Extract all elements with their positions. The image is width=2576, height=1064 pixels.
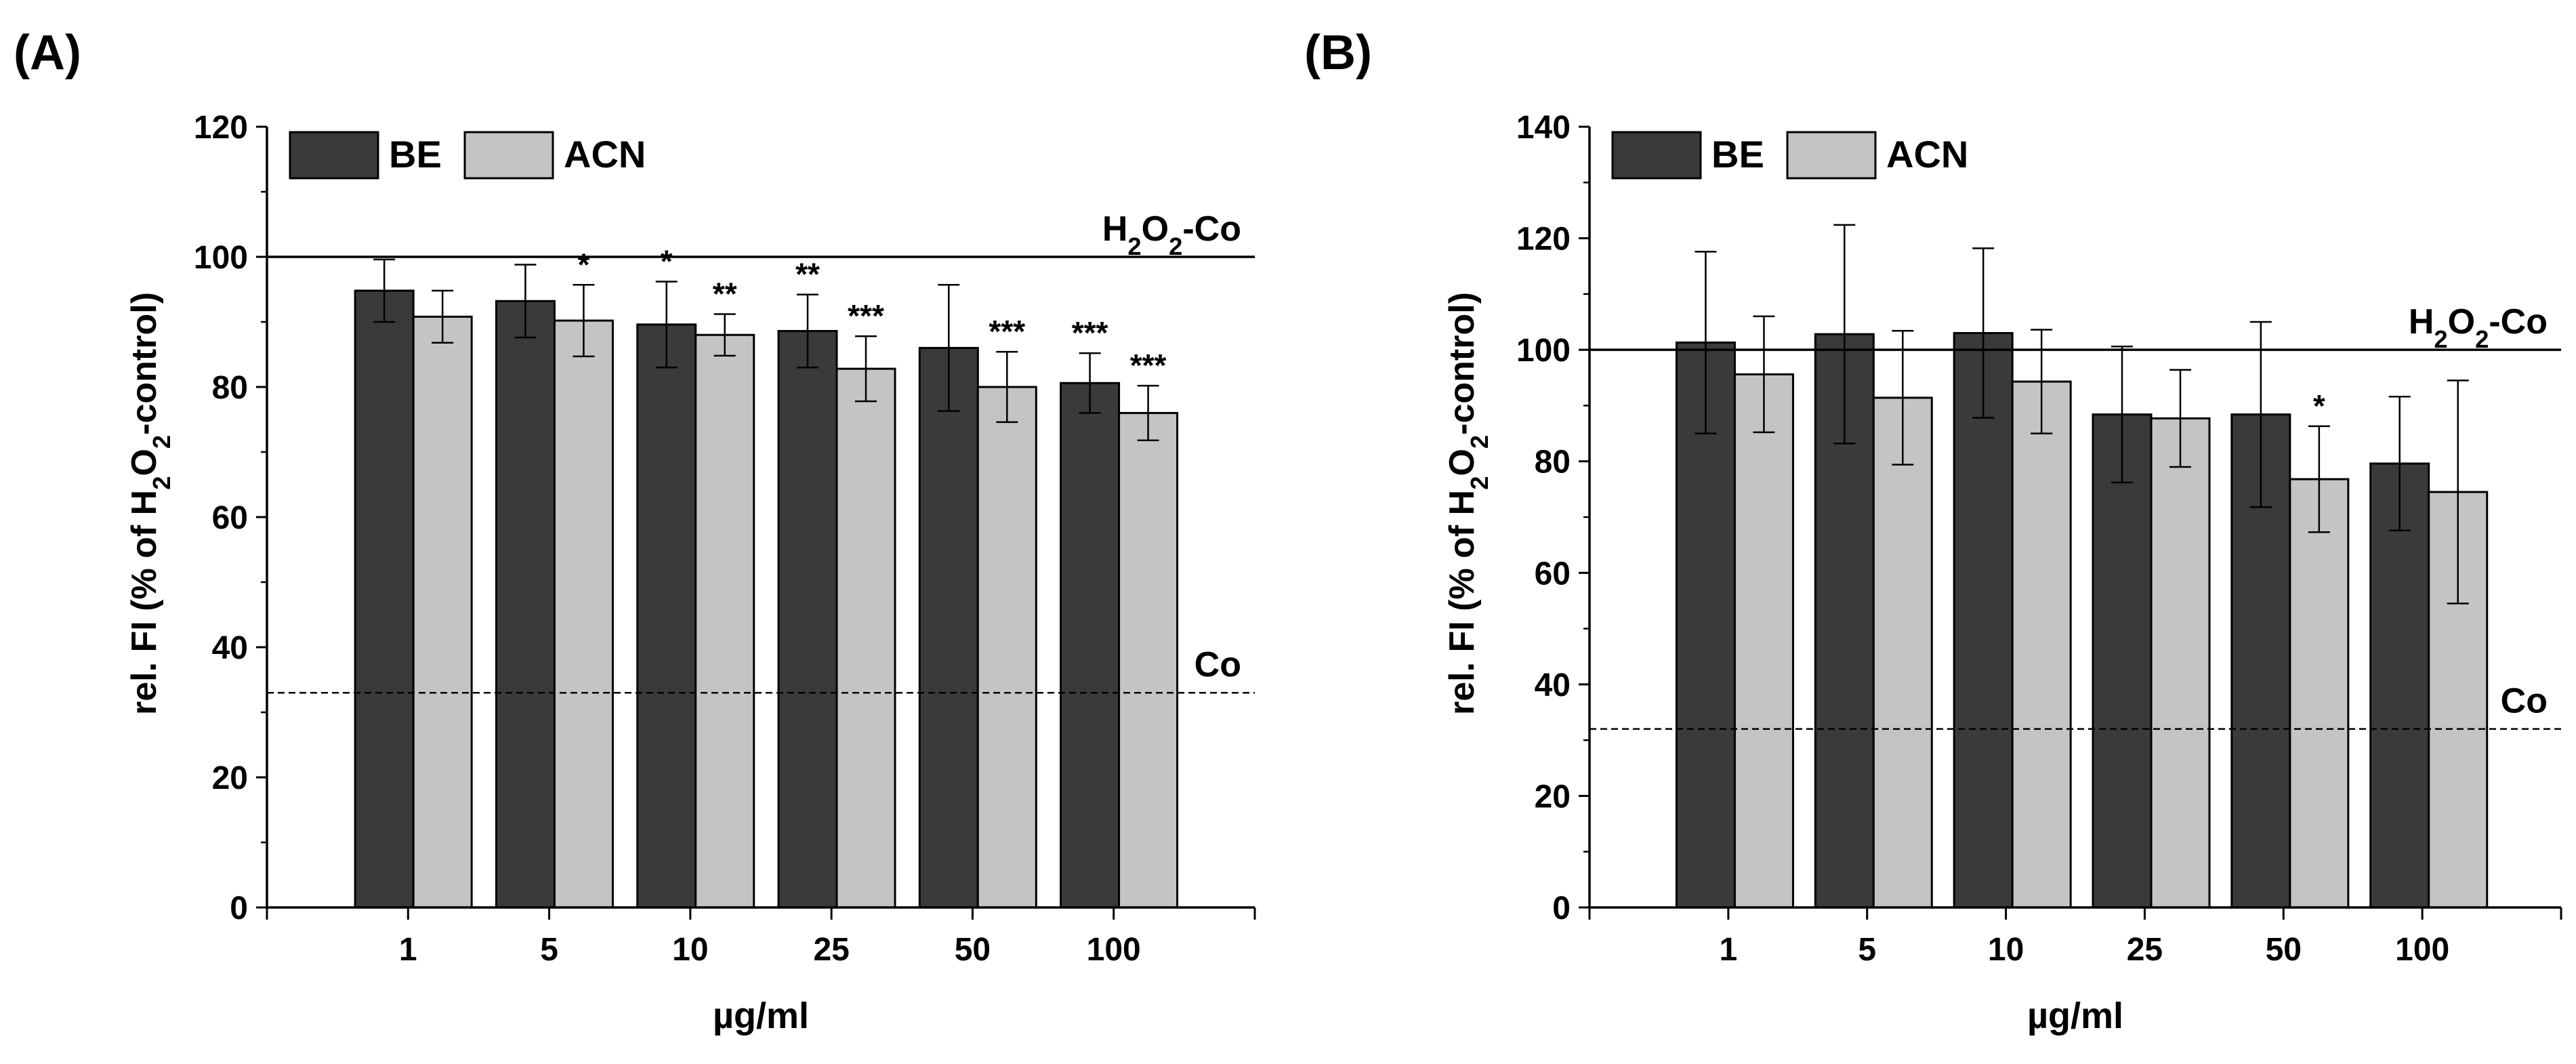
bar-acn (553, 319, 614, 909)
x-tick-label: 100 (1087, 932, 1141, 968)
significance-label: ** (795, 257, 820, 292)
bar-acn (1118, 411, 1179, 909)
significance-label: *** (1130, 348, 1167, 383)
x-tick-label: 1 (1720, 932, 1738, 968)
y-tick-label: 60 (1535, 556, 1571, 592)
significance-label: *** (1072, 315, 1108, 350)
bar-be (1953, 331, 2014, 909)
x-tick-label: 25 (813, 932, 849, 968)
bar-acn (1872, 396, 1933, 909)
y-tick-label: 40 (1535, 668, 1571, 703)
x-tick-label: 10 (672, 932, 708, 968)
significance-label: * (2313, 388, 2325, 424)
y-axis-label: rel. FI (% of H2O2-control) (125, 292, 175, 715)
co-label: Co (2501, 682, 2548, 721)
legend-label-acn: ACN (564, 133, 646, 176)
legend-swatch-acn (1786, 131, 1877, 180)
bar-acn (694, 333, 755, 909)
bar-acn (976, 386, 1037, 909)
legend-label-acn: ACN (1886, 133, 1968, 176)
x-tick-label: 100 (2395, 932, 2449, 968)
y-tick-label: 120 (1516, 222, 1571, 258)
legend-label-be: BE (1711, 133, 1764, 176)
y-tick-label: 0 (1552, 891, 1571, 926)
x-tick-label: 25 (2127, 932, 2163, 968)
co-label: Co (1194, 645, 1241, 684)
bar-be (2369, 462, 2430, 909)
x-axis-label: µg/ml (2027, 996, 2123, 1036)
panel-a: (A)* *********** ******H2O2-CoCo0204060801… (14, 26, 1256, 1036)
bar-acn (2011, 380, 2072, 909)
y-tick-label: 60 (212, 500, 248, 536)
y-tick-label: 20 (212, 760, 248, 796)
y-tick-label: 140 (1516, 110, 1571, 146)
significance-label: *** (848, 298, 884, 333)
bar-be (354, 289, 415, 909)
y-tick-label: 0 (230, 891, 248, 926)
panel-label: (B) (1304, 26, 1372, 80)
x-tick-label: 50 (955, 932, 991, 968)
h2o2-co-label: H2O2-Co (1102, 209, 1241, 260)
bar-acn (412, 315, 473, 909)
bar-be (777, 329, 838, 909)
y-tick-label: 100 (194, 240, 248, 276)
bar-be (636, 323, 697, 909)
y-tick-label: 20 (1535, 779, 1571, 815)
bar-acn (2289, 478, 2350, 909)
y-tick-label: 80 (1535, 445, 1571, 480)
y-tick-label: 40 (212, 630, 248, 666)
bar-acn (1733, 373, 1794, 909)
panel-b: (B) * H2O2-Co Co 0 20 40 60 80 100 120 140 1 5 10 25 50 1… (1304, 26, 2562, 1036)
bar-acn (835, 367, 896, 909)
bar-be (918, 346, 979, 909)
x-tick-label: 5 (540, 932, 558, 968)
legend-swatch-be (1611, 131, 1702, 180)
x-tick-label: 50 (2266, 932, 2302, 968)
bar-be (1060, 382, 1121, 909)
y-tick-label: 120 (194, 110, 248, 146)
bar-be (2092, 413, 2153, 909)
significance-label: ** (713, 276, 737, 311)
legend-label-be: BE (389, 133, 442, 176)
bar-acn (2150, 417, 2211, 909)
x-tick-label: 10 (1988, 932, 2024, 968)
x-tick-label: 5 (1858, 932, 1876, 968)
x-tick-label: 1 (399, 932, 417, 968)
significance-label: *** (989, 314, 1025, 349)
bar-be (495, 300, 556, 909)
h2o2-co-label: H2O2-Co (2409, 302, 2548, 352)
panel-label: (A) (14, 26, 81, 80)
legend-swatch-acn (463, 131, 554, 180)
y-tick-label: 100 (1516, 333, 1571, 369)
significance-label: * (577, 247, 589, 282)
y-axis-label: rel. FI (% of H2O2-control) (1442, 292, 1493, 715)
y-tick-label: 80 (212, 370, 248, 406)
significance-label: * (661, 243, 673, 279)
legend-swatch-be (289, 131, 379, 180)
x-axis-label: µg/ml (713, 996, 809, 1036)
